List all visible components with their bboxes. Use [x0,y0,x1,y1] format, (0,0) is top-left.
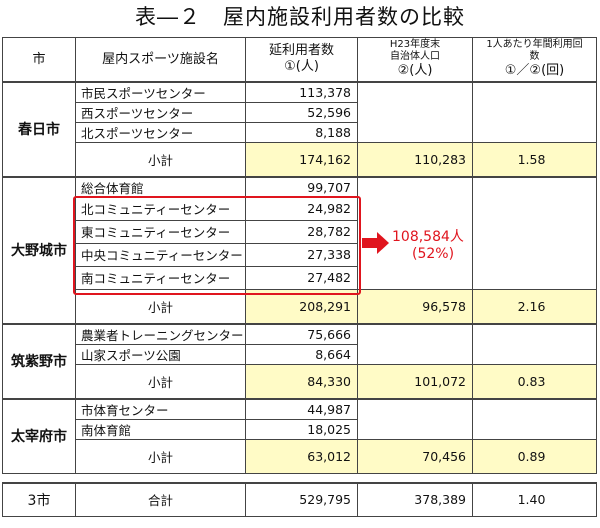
community-center-callout: 108,584人 (52%) [392,229,464,263]
header-city: 市 [2,37,76,82]
facility-name: 農業者トレーニングセンター [75,322,246,345]
subtotal-row: 小計 208,291 96,578 2.16 [3,288,597,324]
table-row: 山家スポーツ公園 8,664 [3,343,597,365]
city-name: 太宰府市 [2,397,76,474]
table-row: 太宰府市 市体育センター 44,987 [2,397,597,474]
subtotal-row: 小計 84,330 101,072 0.83 [3,363,597,399]
facility-users: 113,378 [245,80,358,103]
facility-users: 8,188 [245,121,358,143]
callout-percent: (52%) [412,246,455,262]
subtotal-row: 小計 63,012 70,456 0.89 [3,438,597,474]
header-population: H23年度末 自治体人口 ②(人) [357,37,473,82]
header-facility: 屋内スポーツ施設名 [75,37,246,82]
table-row: 北スポーツセンター 8,188 [3,121,597,143]
arrow-icon [362,238,378,248]
city-name: 春日市 [2,80,76,177]
facility-users: 27,338 [245,242,358,267]
subtotal-label: 小計 [75,141,246,177]
total-city: 3市 [2,481,76,517]
facility-users: 44,987 [245,397,358,420]
facility-users: 28,782 [245,219,358,244]
facility-name: 南コミュニティーセンター [75,265,246,290]
facility-users: 18,025 [245,418,358,440]
facility-name: 東コミュニティーセンター [75,219,246,244]
subtotal-population: 96,578 [357,288,473,324]
facility-users: 24,982 [245,196,358,221]
city-name: 筑紫野市 [2,322,76,399]
subtotal-label: 小計 [75,288,246,324]
subtotal-population: 110,283 [357,141,473,177]
table-row: 春日市 市民スポーツセンター 113,378 [2,80,597,177]
facility-name: 北スポーツセンター [75,121,246,143]
table-row: 大野城市 総合体育館 99,707 [2,175,597,324]
arrow-head-icon [377,232,389,254]
facility-name: 市民スポーツセンター [75,80,246,103]
facility-name: 総合体育館 [75,175,246,198]
subtotal-rate: 2.16 [472,288,597,324]
subtotal-population: 101,072 [357,363,473,399]
subtotal-users: 208,291 [245,288,358,324]
subtotal-users: 174,162 [245,141,358,177]
facility-name: 山家スポーツ公園 [75,343,246,365]
header-rate: 1人あたり年間利用回 数 ①／②(回) [472,37,597,82]
subtotal-population: 70,456 [357,438,473,474]
subtotal-users: 84,330 [245,363,358,399]
total-rate: 1.40 [472,481,597,517]
subtotal-rate: 0.89 [472,438,597,474]
subtotal-users: 63,012 [245,438,358,474]
table-row: 南コミュニティーセンター 27,482 [3,265,597,290]
facility-name: 市体育センター [75,397,246,420]
facility-name: 中央コミュニティーセンター [75,242,246,267]
subtotal-label: 小計 [75,363,246,399]
total-population: 378,389 [357,481,473,517]
subtotal-rate: 1.58 [472,141,597,177]
city-name: 大野城市 [2,175,76,324]
subtotal-row: 小計 174,162 110,283 1.58 [3,141,597,177]
callout-sum: 108,584人 [392,229,464,245]
facility-usage-table: 市 屋内スポーツ施設名 延利用者数 ①(人) H23年度末 自治体人口 ②(人)… [2,37,597,517]
facility-name: 南体育館 [75,418,246,440]
facility-users: 99,707 [245,175,358,198]
facility-users: 52,596 [245,101,358,123]
facility-users: 8,664 [245,343,358,365]
table-row: 筑紫野市 農業者トレーニングセンター 75,666 [2,322,597,399]
table-row: 北コミュニティーセンター 24,982 [3,196,597,221]
facility-users: 75,666 [245,322,358,345]
total-label: 合計 [75,481,246,517]
subtotal-rate: 0.83 [472,363,597,399]
header-users: 延利用者数 ①(人) [245,37,358,82]
total-users: 529,795 [245,481,358,517]
facility-users: 27,482 [245,265,358,290]
table-row: 中央コミュニティーセンター 27,338 [3,242,597,267]
facility-name: 北コミュニティーセンター [75,196,246,221]
subtotal-label: 小計 [75,438,246,474]
total-row: 3市 合計 529,795 378,389 1.40 [2,481,597,517]
page-title: 表―２ 屋内施設利用者数の比較 [135,5,465,29]
table-row: 東コミュニティーセンター 28,782 [3,219,597,244]
facility-name: 西スポーツセンター [75,101,246,123]
